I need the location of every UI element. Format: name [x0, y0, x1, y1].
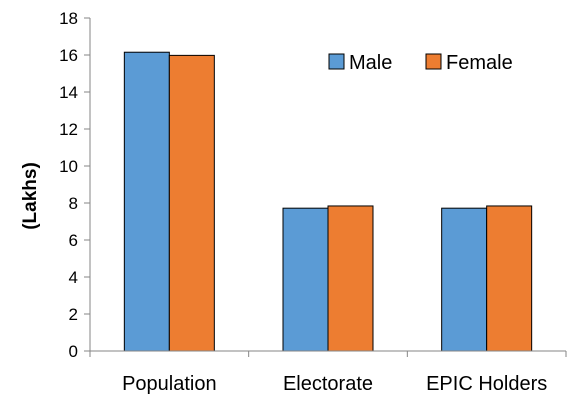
legend: Male Female — [328, 52, 513, 74]
y-tick-label: 16 — [59, 46, 78, 65]
x-tick-label: Electorate — [283, 373, 373, 395]
bar-female-electorate — [327, 205, 374, 352]
legend-swatch-male — [328, 53, 345, 70]
y-axis-label: (Lakhs) — [20, 162, 41, 230]
legend-label-male: Male — [349, 52, 392, 74]
y-tick-label: 0 — [69, 342, 78, 361]
y-tick-label: 10 — [59, 157, 78, 176]
bar-female-epic-holders — [486, 205, 533, 352]
y-tick-label: 2 — [69, 305, 78, 324]
legend-swatch-female — [425, 53, 442, 70]
y-tick-label: 12 — [59, 120, 78, 139]
legend-label-female: Female — [446, 52, 513, 74]
bar-female-population — [168, 54, 215, 352]
bar-male-population — [123, 51, 170, 352]
y-tick-label: 8 — [69, 194, 78, 213]
y-tick-label: 6 — [69, 231, 78, 250]
bars — [123, 51, 533, 352]
y-axis: 0 2 4 6 8 10 12 14 16 18 — [59, 9, 91, 361]
bar-male-epic-holders — [441, 207, 488, 352]
x-tick-label: Population — [122, 373, 217, 395]
bar-male-electorate — [282, 207, 329, 352]
y-tick-label: 18 — [59, 9, 78, 28]
y-tick-label: 14 — [59, 83, 78, 102]
x-axis: Population Electorate EPIC Holders — [89, 350, 567, 395]
y-tick-label: 4 — [69, 268, 78, 287]
x-tick-label: EPIC Holders — [426, 373, 547, 395]
